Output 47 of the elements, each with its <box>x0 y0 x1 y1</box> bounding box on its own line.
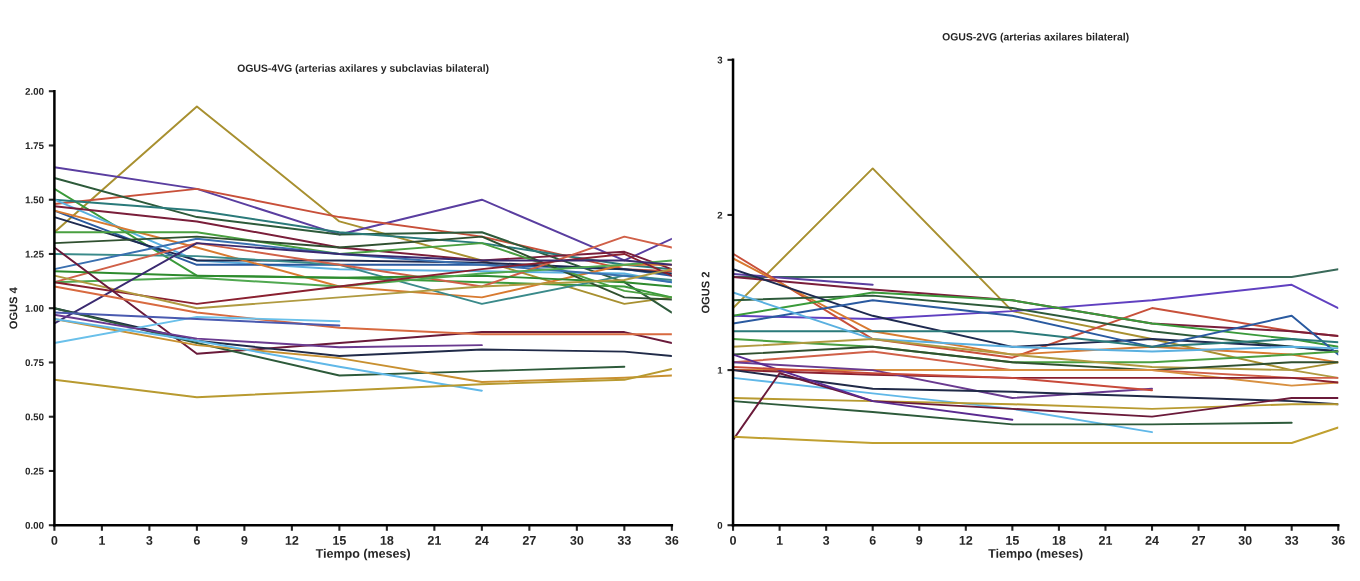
x-tick-label: 24 <box>475 535 489 545</box>
y-tick-label: 0.25 <box>25 467 44 475</box>
x-tick-label: 0 <box>730 535 736 545</box>
x-axis-title: Tiempo (meses) <box>315 548 410 561</box>
x-tick-label: 21 <box>427 535 441 545</box>
x-tick-label: 21 <box>1098 535 1113 545</box>
x-tick-label: 30 <box>1238 535 1252 545</box>
y-tick-label: 0.75 <box>25 359 44 367</box>
x-axis-title: Tiempo (meses) <box>988 548 1083 561</box>
x-tick-label: 24 <box>1145 535 1159 545</box>
y-tick-label: 0.00 <box>25 521 44 529</box>
x-tick-label: 12 <box>285 535 299 545</box>
x-tick-label: 27 <box>522 535 536 545</box>
x-tick-label: 15 <box>1006 536 1019 545</box>
chart-title: OGUS-4VG (arterias axilares y subclavias bilateral) <box>237 64 489 74</box>
x-tick-label: 18 <box>1052 535 1066 545</box>
y-tick-label: 0.50 <box>25 413 44 421</box>
x-tick-label: 0 <box>51 535 58 545</box>
y-tick-label: 3 <box>717 56 723 64</box>
y-tick-label: 2.00 <box>25 87 44 95</box>
x-tick-label: 18 <box>380 535 394 545</box>
x-tick-label: 30 <box>570 535 584 545</box>
x-tick-label: 27 <box>1192 535 1205 545</box>
x-tick-label: 1 <box>776 536 783 545</box>
y-tick-label: 1.25 <box>25 250 44 258</box>
y-tick-label: 2 <box>717 211 723 219</box>
y-tick-label: 1.50 <box>25 196 44 204</box>
x-tick-label: 6 <box>193 535 200 545</box>
x-tick-label: 6 <box>869 535 876 545</box>
y-tick-label: 0 <box>717 521 723 529</box>
y-axis-title: OGUS 4 <box>9 287 18 329</box>
x-tick-label: 3 <box>822 535 830 545</box>
y-tick-label: 1 <box>717 366 723 374</box>
y-tick-label: 1.00 <box>25 304 44 312</box>
x-tick-label: 12 <box>959 535 973 545</box>
x-tick-label: 15 <box>333 536 346 545</box>
x-tick-label: 1 <box>99 536 106 545</box>
y-tick-label: 1.75 <box>25 142 44 150</box>
x-tick-label: 36 <box>1331 535 1345 545</box>
x-tick-label: 36 <box>665 535 679 545</box>
chart-title: OGUS-2VG (arterias axilares bilateral) <box>942 32 1129 43</box>
y-axis-title: OGUS 2 <box>701 271 710 314</box>
x-tick-label: 9 <box>241 535 248 545</box>
x-tick-label: 9 <box>916 535 923 545</box>
x-tick-label: 33 <box>1285 535 1299 545</box>
x-tick-label: 33 <box>617 535 631 545</box>
x-tick-label: 3 <box>146 535 153 545</box>
